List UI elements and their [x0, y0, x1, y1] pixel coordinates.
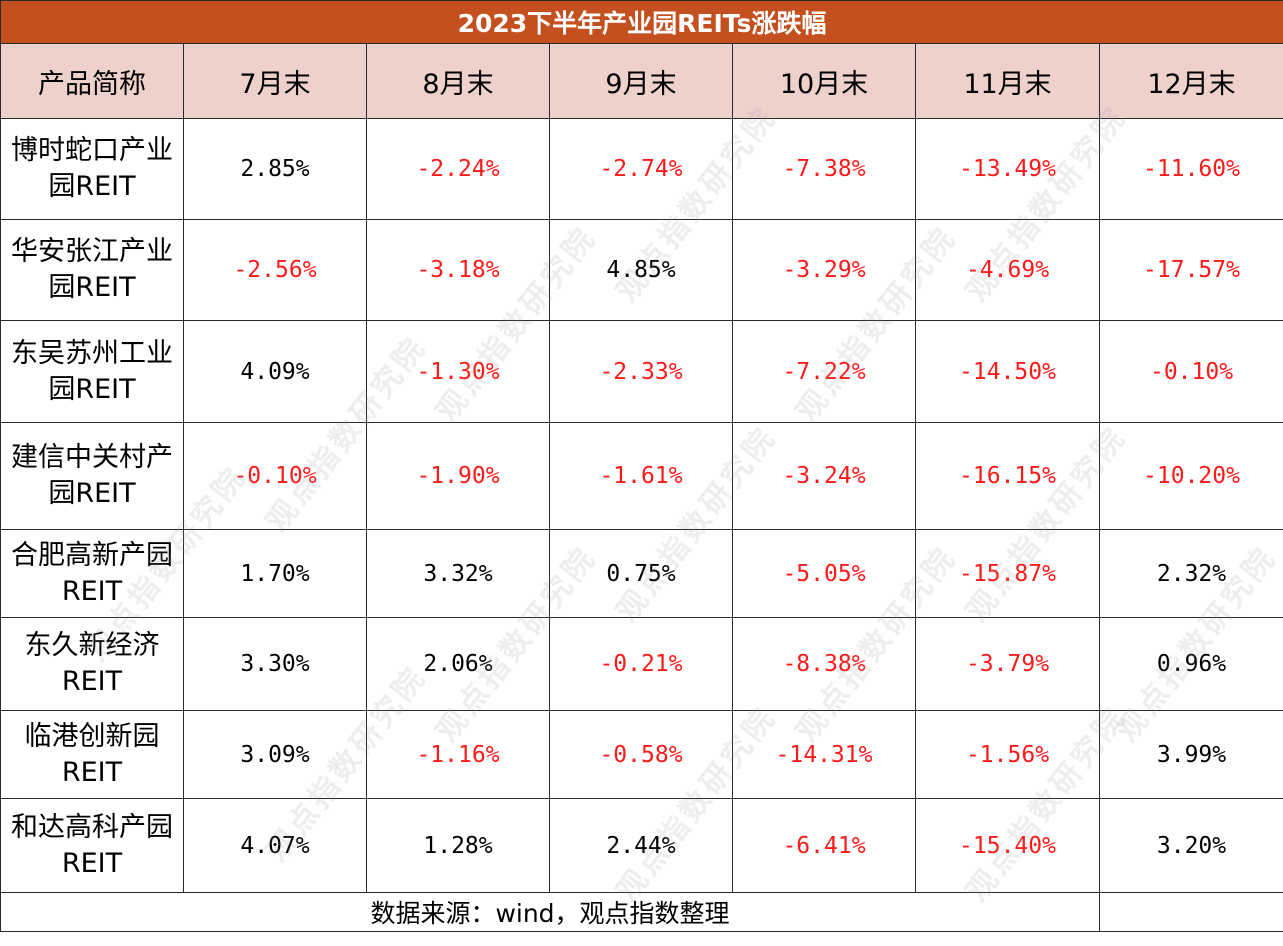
- header-aug: 8月末: [366, 43, 550, 119]
- product-name-cell: 合肥高新产园 REIT: [0, 529, 184, 618]
- table-row: 和达高科产园 REIT 4.07% 1.28% 2.44% -6.41% -15.40% 3.…: [0, 798, 1283, 893]
- value-cell: -2.33%: [549, 320, 733, 423]
- value-cell: -13.49%: [915, 118, 1100, 220]
- product-name-line2: REIT: [61, 575, 123, 607]
- table-row: 建信中关村产 园REIT -0.10% -1.90% -1.61% -3.24% -16.1…: [0, 422, 1283, 530]
- value-cell: 2.85%: [183, 118, 367, 220]
- product-name-line1: 和达高科产园: [11, 811, 173, 843]
- value-cell: 2.44%: [549, 798, 733, 893]
- product-name-cell: 和达高科产园 REIT: [0, 798, 184, 893]
- product-name-cell: 华安张江产业 园REIT: [0, 219, 184, 321]
- table-row: 东吴苏州工业 园REIT 4.09% -1.30% -2.33% -7.22% -14.50…: [0, 320, 1283, 423]
- value-cell: -15.87%: [915, 529, 1100, 618]
- product-name-line2: 园REIT: [48, 272, 136, 303]
- product-name-line2: 园REIT: [48, 373, 136, 405]
- value-cell: -5.05%: [732, 529, 916, 618]
- value-cell: -3.79%: [915, 617, 1100, 711]
- header-sep: 9月末: [549, 43, 733, 119]
- product-name-cell: 东久新经济 REIT: [0, 617, 184, 711]
- product-name-line2: REIT: [61, 847, 123, 879]
- value-cell: 4.85%: [549, 219, 733, 321]
- header-jul: 7月末: [183, 43, 367, 119]
- value-cell: -14.50%: [915, 320, 1100, 423]
- value-cell: 3.09%: [183, 710, 367, 799]
- source-note: 数据来源：wind，观点指数整理: [0, 892, 1100, 932]
- value-cell: 3.32%: [366, 529, 550, 618]
- value-cell: -0.10%: [183, 422, 367, 530]
- value-cell: 1.28%: [366, 798, 550, 893]
- value-cell: 1.70%: [183, 529, 367, 618]
- product-name-line2: REIT: [61, 666, 123, 697]
- value-cell: -3.24%: [732, 422, 916, 530]
- table-row: 华安张江产业 园REIT -2.56% -3.18% 4.85% -3.29% -4.69%…: [0, 219, 1283, 321]
- value-cell: -6.41%: [732, 798, 916, 893]
- table-row: 临港创新园 REIT 3.09% -1.16% -0.58% -14.31% -1.56% 3…: [0, 710, 1283, 799]
- value-cell: -17.57%: [1098, 219, 1283, 321]
- product-name-line1: 临港创新园: [24, 720, 160, 752]
- product-name-cell: 临港创新园 REIT: [0, 710, 184, 799]
- value-cell: 4.09%: [183, 320, 367, 423]
- product-name-cell: 东吴苏州工业 园REIT: [0, 320, 184, 423]
- source-row: 数据来源：wind，观点指数整理: [0, 892, 1283, 932]
- value-cell: -14.31%: [732, 710, 916, 799]
- value-cell: -8.38%: [732, 617, 916, 711]
- table-row: 合肥高新产园 REIT 1.70% 3.32% 0.75% -5.05% -15.87% 2.…: [0, 529, 1283, 618]
- product-name-line1: 建信中关村产: [11, 442, 173, 473]
- value-cell: -7.22%: [732, 320, 916, 423]
- title-row: 2023下半年产业园REITs涨跌幅: [0, 0, 1283, 44]
- value-cell: 3.30%: [183, 617, 367, 711]
- value-cell: -3.18%: [366, 219, 550, 321]
- value-cell: 0.96%: [1098, 617, 1283, 711]
- value-cell: 2.06%: [366, 617, 550, 711]
- value-cell: -7.38%: [732, 118, 916, 220]
- table-row: 博时蛇口产业 园REIT 2.85% -2.24% -2.74% -7.38% -13.49…: [0, 118, 1283, 220]
- value-cell: -3.29%: [732, 219, 916, 321]
- value-cell: 0.75%: [549, 529, 733, 618]
- header-nov: 11月末: [915, 43, 1100, 119]
- value-cell: -0.21%: [549, 617, 733, 711]
- product-name-cell: 建信中关村产 园REIT: [0, 422, 184, 530]
- value-cell: -16.15%: [915, 422, 1100, 530]
- header-oct: 10月末: [732, 43, 916, 119]
- value-cell: 4.07%: [183, 798, 367, 893]
- value-cell: -0.10%: [1098, 320, 1283, 423]
- value-cell: 3.99%: [1098, 710, 1283, 799]
- header-product-name: 产品简称: [0, 43, 184, 119]
- value-cell: -1.30%: [366, 320, 550, 423]
- value-cell: -2.74%: [549, 118, 733, 220]
- source-empty-cell: [1098, 892, 1283, 932]
- product-name-cell: 博时蛇口产业 园REIT: [0, 118, 184, 220]
- value-cell: -1.16%: [366, 710, 550, 799]
- value-cell: 2.32%: [1098, 529, 1283, 618]
- product-name-line2: REIT: [61, 756, 123, 788]
- value-cell: -1.90%: [366, 422, 550, 530]
- product-name-line1: 合肥高新产园: [11, 539, 173, 571]
- table-row: 东久新经济 REIT 3.30% 2.06% -0.21% -8.38% -3.79% 0.9…: [0, 617, 1283, 711]
- value-cell: -2.24%: [366, 118, 550, 220]
- value-cell: -15.40%: [915, 798, 1100, 893]
- product-name-line1: 东久新经济: [24, 630, 160, 661]
- product-name-line1: 东吴苏州工业: [11, 337, 173, 369]
- value-cell: -10.20%: [1098, 422, 1283, 530]
- value-cell: -11.60%: [1098, 118, 1283, 220]
- value-cell: -2.56%: [183, 219, 367, 321]
- table-body: 博时蛇口产业 园REIT 2.85% -2.24% -2.74% -7.38% -13.49…: [0, 118, 1283, 893]
- product-name-line1: 博时蛇口产业: [11, 135, 173, 166]
- header-dec: 12月末: [1098, 43, 1283, 119]
- value-cell: -0.58%: [549, 710, 733, 799]
- header-row: 产品简称 7月末 8月末 9月末 10月末 11月末 12月末: [0, 43, 1283, 119]
- value-cell: 3.20%: [1098, 798, 1283, 893]
- table-title: 2023下半年产业园REITs涨跌幅: [0, 0, 1283, 44]
- product-name-line2: 园REIT: [48, 478, 136, 509]
- value-cell: -1.56%: [915, 710, 1100, 799]
- product-name-line2: 园REIT: [48, 171, 136, 202]
- value-cell: -1.61%: [549, 422, 733, 530]
- value-cell: -4.69%: [915, 219, 1100, 321]
- product-name-line1: 华安张江产业: [11, 236, 173, 267]
